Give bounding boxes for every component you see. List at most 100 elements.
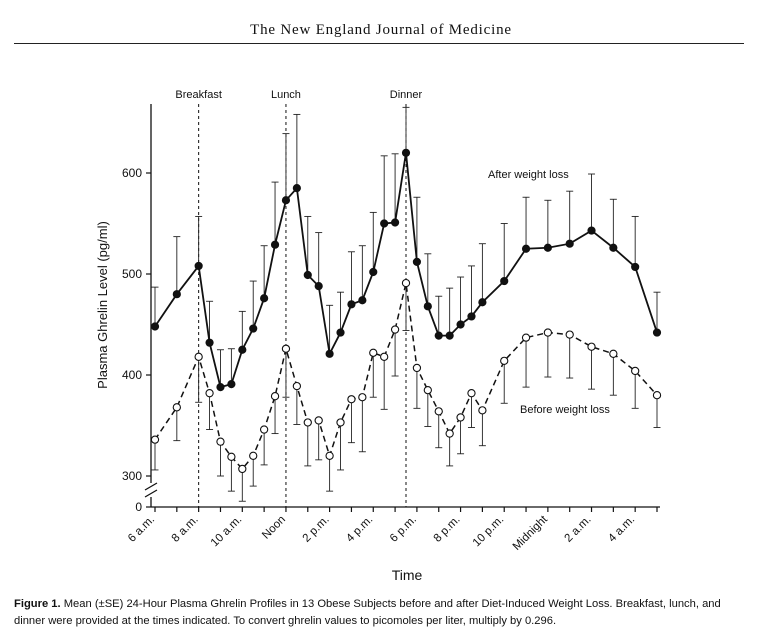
data-point-after bbox=[412, 257, 422, 266]
x-tick-label: 2 a.m. bbox=[563, 514, 594, 545]
data-point-before bbox=[543, 328, 553, 337]
data-point-before bbox=[325, 451, 334, 460]
y-tick-label-zero: 0 bbox=[135, 500, 142, 514]
data-point-before bbox=[631, 366, 640, 376]
data-point-after bbox=[172, 290, 181, 299]
data-point-after bbox=[565, 239, 574, 248]
data-point-before bbox=[358, 393, 367, 402]
data-point-before bbox=[303, 418, 312, 427]
data-point-after bbox=[227, 379, 236, 389]
data-point-after bbox=[325, 349, 334, 358]
data-point-before bbox=[609, 349, 618, 358]
x-tick-label: 2 p.m. bbox=[301, 514, 332, 545]
data-point-before bbox=[456, 413, 465, 422]
data-point-before bbox=[249, 451, 258, 460]
axis-break-mark bbox=[144, 482, 158, 491]
x-axis-title: Time bbox=[392, 567, 423, 583]
data-point-after bbox=[543, 243, 552, 252]
journal-title: The New England Journal of Medicine bbox=[250, 22, 512, 38]
meal-label: Lunch bbox=[271, 89, 301, 101]
data-point-before bbox=[390, 325, 400, 334]
axis-break-mark bbox=[144, 489, 158, 498]
data-point-before bbox=[205, 389, 214, 398]
data-point-after bbox=[467, 312, 476, 321]
x-tick-label: Midnight bbox=[511, 513, 551, 553]
data-point-after bbox=[478, 298, 487, 307]
data-point-after bbox=[216, 383, 225, 392]
data-point-after bbox=[456, 320, 465, 329]
x-tick-label: 10 p.m. bbox=[471, 514, 507, 550]
data-point-before bbox=[347, 395, 356, 404]
caption-label: Figure 1. bbox=[14, 598, 61, 610]
data-point-after bbox=[369, 267, 378, 277]
x-tick-label: Noon bbox=[260, 514, 288, 542]
data-point-after bbox=[390, 218, 400, 227]
data-point-after bbox=[194, 261, 203, 271]
data-point-before bbox=[467, 389, 476, 398]
data-point-before bbox=[314, 416, 323, 425]
data-point-after bbox=[303, 270, 312, 280]
data-point-after bbox=[347, 300, 356, 309]
data-point-after bbox=[423, 302, 432, 311]
y-axis-title: Plasma Ghrelin Level (pg/ml) bbox=[95, 221, 110, 389]
x-tick-label: 4 a.m. bbox=[606, 514, 637, 545]
figure-caption: Figure 1. Mean (±SE) 24-Hour Plasma Ghre… bbox=[14, 596, 754, 630]
data-point-after bbox=[260, 294, 269, 303]
data-point-after bbox=[380, 219, 389, 228]
data-point-after bbox=[631, 262, 640, 272]
data-point-before bbox=[423, 385, 432, 395]
data-point-after bbox=[292, 184, 301, 193]
data-point-after bbox=[358, 296, 367, 305]
y-tick-label: 500 bbox=[122, 267, 142, 281]
data-point-after bbox=[587, 226, 596, 235]
data-point-after bbox=[521, 244, 531, 253]
data-point-before bbox=[336, 418, 345, 427]
data-point-before bbox=[434, 407, 443, 416]
data-point-before bbox=[194, 352, 203, 361]
data-point-before bbox=[227, 452, 236, 461]
data-point-after bbox=[652, 328, 662, 337]
x-tick-label: 10 a.m. bbox=[209, 514, 245, 550]
x-tick-label: 6 p.m. bbox=[388, 514, 419, 545]
data-point-before bbox=[412, 363, 422, 373]
data-point-after bbox=[336, 328, 345, 337]
x-tick-label: 8 p.m. bbox=[432, 514, 463, 545]
data-point-before bbox=[259, 425, 269, 434]
x-tick-label: 8 a.m. bbox=[170, 514, 201, 545]
data-point-before bbox=[478, 406, 487, 415]
y-tick-label: 400 bbox=[122, 368, 142, 382]
data-point-before bbox=[216, 437, 225, 446]
data-point-before bbox=[150, 435, 160, 444]
data-point-before bbox=[172, 403, 181, 412]
x-tick-label: 6 a.m. bbox=[126, 514, 157, 545]
data-point-after bbox=[500, 276, 509, 286]
data-point-after bbox=[401, 148, 411, 157]
data-point-after bbox=[445, 331, 454, 340]
y-tick-label: 300 bbox=[122, 469, 142, 483]
header-rule bbox=[14, 43, 744, 44]
x-tick-label: 4 p.m. bbox=[344, 514, 375, 545]
data-point-before bbox=[292, 381, 302, 391]
data-point-after bbox=[314, 282, 323, 291]
data-point-before bbox=[369, 348, 378, 357]
data-point-before bbox=[281, 344, 291, 353]
ghrelin-line-chart: 300 400 500 600 06 a.m. 8 a.m. 10 a.m. Noon 2 p.… bbox=[95, 89, 662, 583]
data-point-after bbox=[238, 345, 247, 354]
data-point-before bbox=[380, 352, 389, 361]
data-point-after bbox=[270, 240, 280, 249]
caption-text: Mean (±SE) 24-Hour Plasma Ghrelin Profil… bbox=[14, 598, 721, 627]
y-tick-label: 600 bbox=[122, 166, 142, 180]
data-point-before bbox=[270, 392, 280, 401]
data-point-after bbox=[249, 324, 258, 333]
series-label-before: Before weight loss bbox=[520, 404, 610, 416]
data-point-before bbox=[238, 464, 247, 474]
data-point-after bbox=[609, 243, 618, 252]
data-point-after bbox=[281, 196, 291, 205]
series-label-after: After weight loss bbox=[488, 169, 569, 181]
data-point-before bbox=[445, 429, 454, 438]
meal-label: Dinner bbox=[390, 89, 423, 101]
data-point-before bbox=[565, 330, 574, 339]
data-point-before bbox=[521, 333, 531, 342]
data-point-after bbox=[205, 338, 214, 347]
data-point-before bbox=[500, 356, 509, 366]
